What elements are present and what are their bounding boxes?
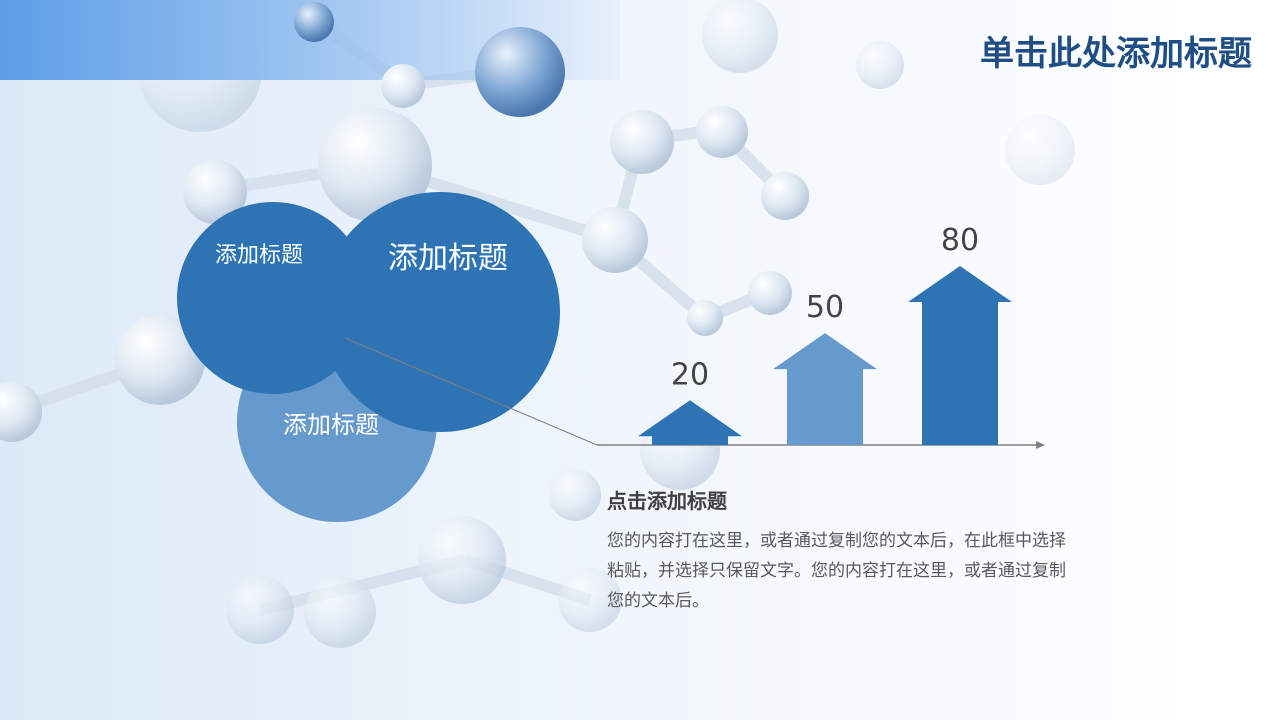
circle-right-label: 添加标题: [388, 241, 508, 276]
circle-left-label: 添加标题: [215, 243, 304, 268]
content-body[interactable]: 您的内容打在这里，或者通过复制您的文本后，在此框中选择粘贴，并选择只保留文字。您…: [607, 531, 1066, 611]
arrow-bar-2: [773, 333, 877, 445]
data-label-2: 50: [806, 290, 844, 325]
data-label-1: 20: [671, 357, 709, 392]
x-axis-arrowhead: [1036, 441, 1045, 449]
content-subtitle[interactable]: 点击添加标题: [607, 489, 727, 513]
circle-right[interactable]: [320, 192, 560, 432]
circle-bottom-label: 添加标题: [283, 411, 379, 439]
slide-title[interactable]: 单击此处添加标题: [980, 34, 1252, 74]
arrow-bar-3: [908, 266, 1012, 445]
arrow-bar-1: [638, 400, 742, 445]
leader-line: [344, 337, 598, 446]
data-label-3: 80: [941, 223, 979, 258]
